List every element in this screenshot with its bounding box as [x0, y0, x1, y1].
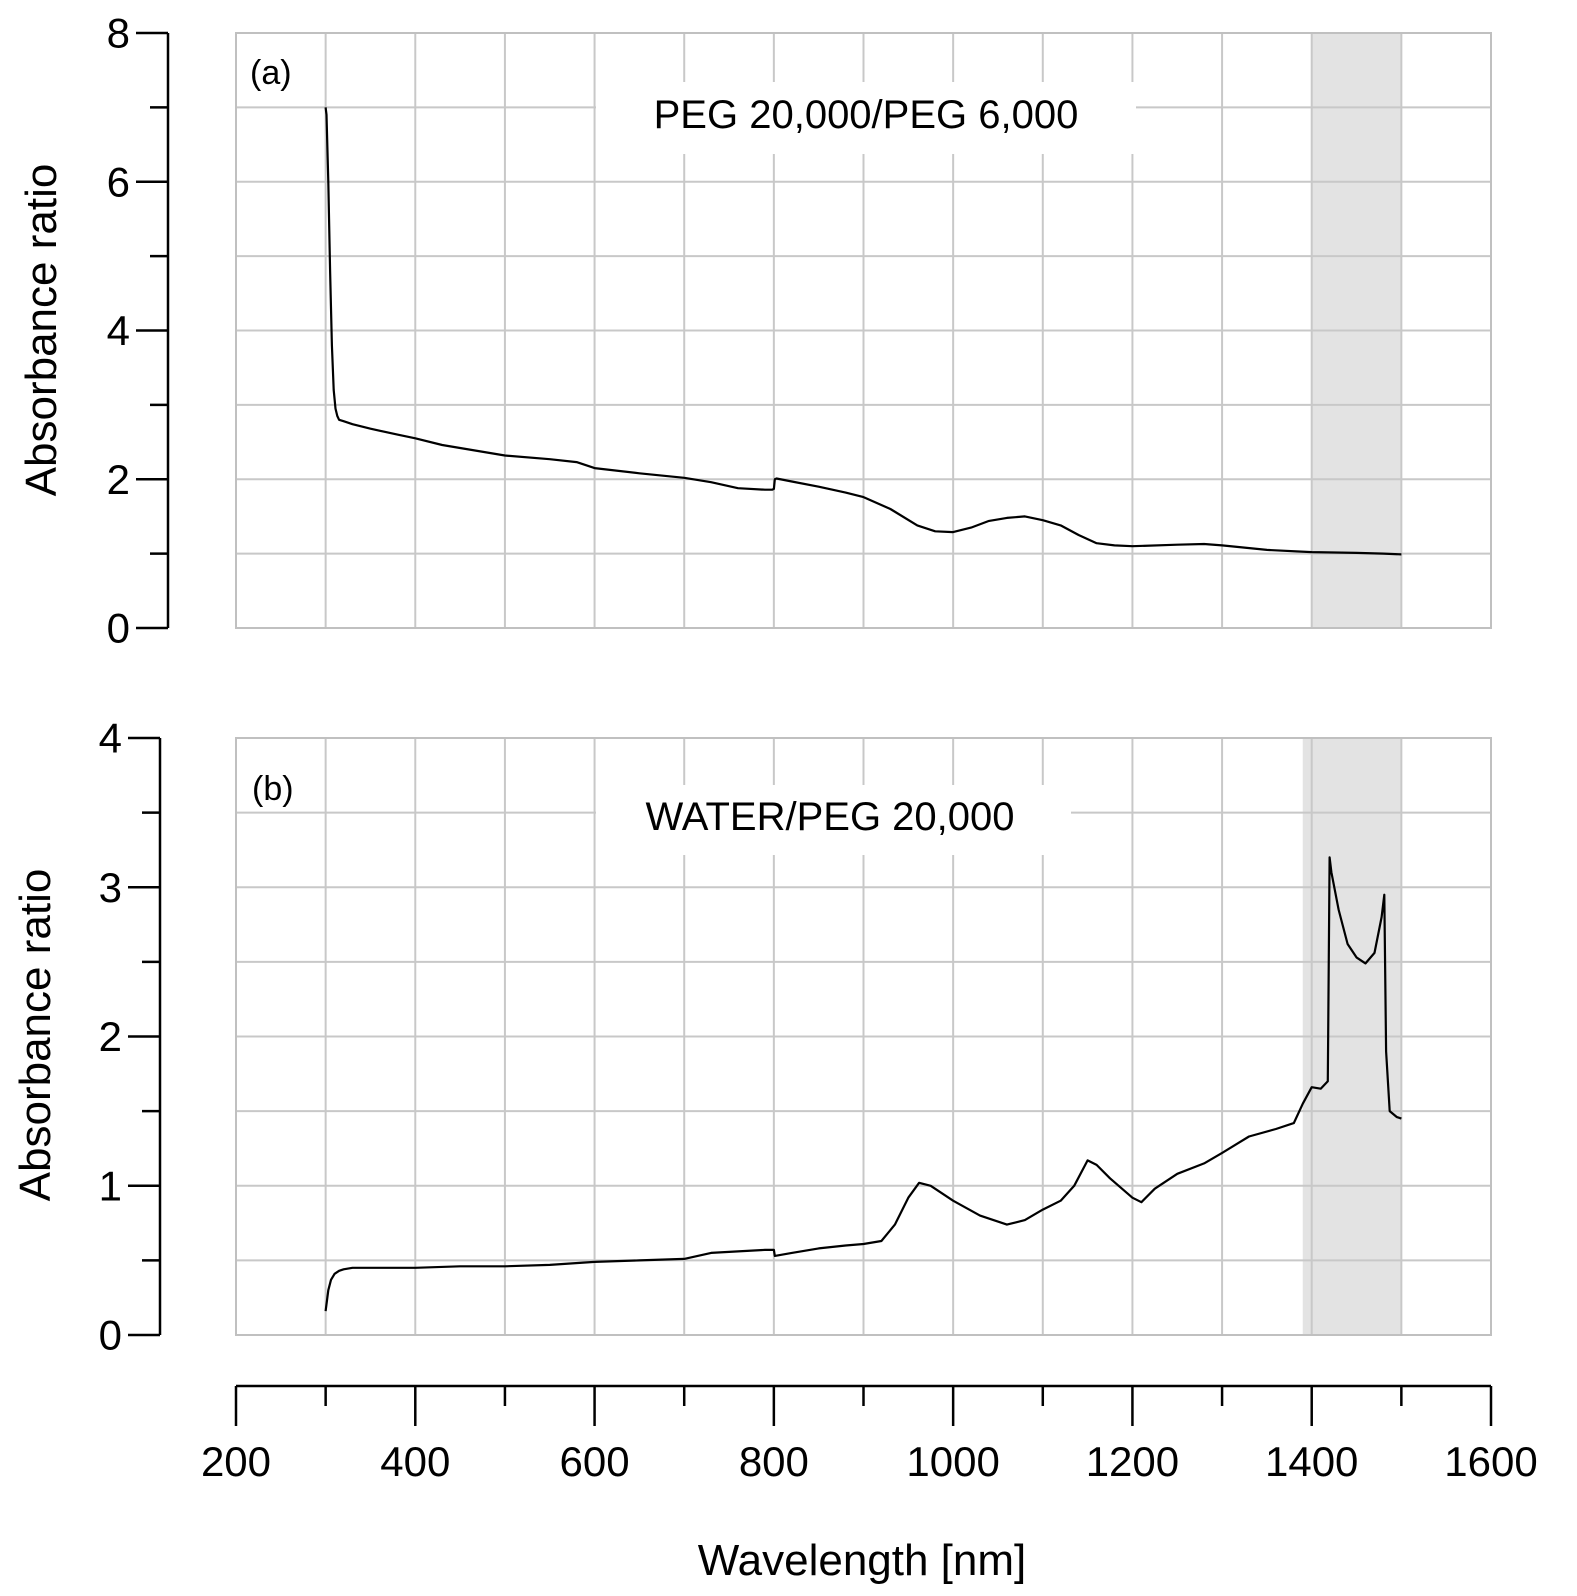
x-tick-label-1400: 1400: [1265, 1438, 1358, 1485]
panel-a-y-tick-label-8: 8: [107, 10, 130, 57]
x-tick-label-400: 400: [380, 1438, 450, 1485]
panel-a-y-tick-label-6: 6: [107, 158, 130, 205]
panel-b-y-axis-label: Absorbance ratio: [11, 869, 60, 1202]
panel-b-y-tick-label-2: 2: [99, 1013, 122, 1060]
panel-b-label: (b): [252, 770, 294, 808]
panel-a-y-tick-label-4: 4: [107, 307, 130, 354]
panel-a-y-tick-label-0: 0: [107, 605, 130, 652]
x-tick-label-1000: 1000: [906, 1438, 999, 1485]
panel-a: 0 2 4 6 8 (a) PEG 20,000/PEG 6,000 Absorbanc…: [17, 10, 1492, 652]
panel-b-title-background: [596, 785, 1071, 855]
panel-a-y-axis-label: Absorbance ratio: [17, 164, 66, 497]
x-axis-label: Wavelength [nm]: [698, 1536, 1027, 1585]
panel-b-y-tick-label-4: 4: [99, 715, 122, 762]
panel-a-y-tick-label-2: 2: [107, 456, 130, 503]
x-tick-label-200: 200: [201, 1438, 271, 1485]
x-tick-label-800: 800: [739, 1438, 809, 1485]
panel-a-series-line-1: [324, 107, 1402, 556]
x-tick-label-600: 600: [560, 1438, 630, 1485]
panel-b: 0 1 2 3 4 (b) WATER/PEG 20,000 Absorbance ra…: [11, 715, 1492, 1359]
panel-b-plot-frame: [235, 737, 1492, 1336]
panel-a-label: (a): [250, 54, 292, 92]
panel-b-y-tick-label-1: 1: [99, 1162, 122, 1209]
panel-a-title: PEG 20,000/PEG 6,000: [654, 93, 1079, 137]
x-axis: 200 400 600 800 1000 1200 1400 1600: [201, 1384, 1538, 1485]
panel-b-title: WATER/PEG 20,000: [645, 795, 1014, 839]
x-tick-label-1200: 1200: [1086, 1438, 1179, 1485]
panel-b-series-line-1: [324, 856, 1402, 1312]
panel-a-title-background: [596, 82, 1136, 154]
panel-b-y-tick-label-0: 0: [99, 1312, 122, 1359]
panel-b-y-tick-label-3: 3: [99, 864, 122, 911]
x-tick-label-1600: 1600: [1444, 1438, 1537, 1485]
panel-a-plot-frame: [235, 32, 1492, 629]
